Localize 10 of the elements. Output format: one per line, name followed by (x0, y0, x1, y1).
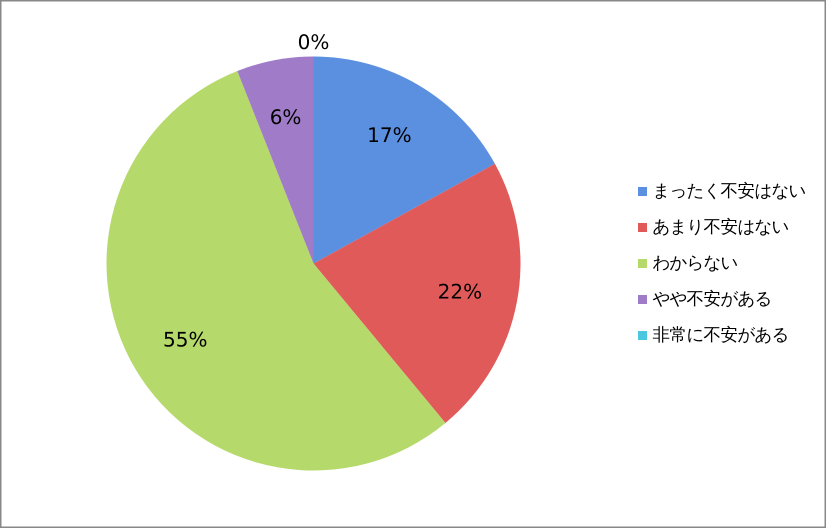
legend-label: まったく不安はない (652, 182, 806, 202)
data-label: 17% (367, 123, 412, 148)
legend-label: あまり不安はない (652, 218, 788, 238)
data-label: 6% (270, 105, 302, 130)
data-label: 22% (438, 279, 482, 304)
legend-label: やや不安がある (652, 290, 772, 310)
legend-label: わからない (652, 254, 738, 274)
legend-label: 非常に不安がある (652, 326, 788, 346)
data-label: 55% (162, 327, 208, 352)
text: 0% (298, 30, 330, 54)
